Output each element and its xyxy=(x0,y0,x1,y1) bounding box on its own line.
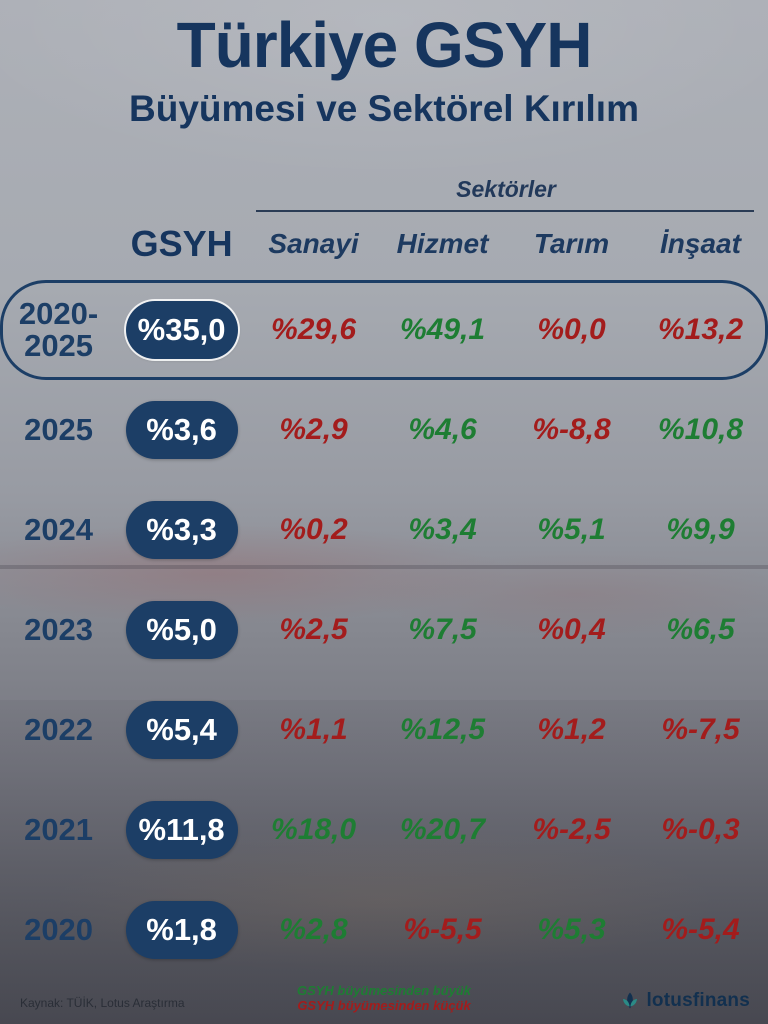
sector-value-tarim: %0,0 xyxy=(537,313,606,346)
lotus-leaf-icon xyxy=(623,992,638,1009)
sector-value-insaat: %13,2 xyxy=(657,313,744,346)
sector-value-tarim: %5,1 xyxy=(537,513,606,546)
page-title: Türkiye GSYH xyxy=(176,9,593,81)
table-row-2025: 2025 %3,6 %2,9 %4,6 %-8,8 %10,8 xyxy=(0,380,768,480)
color-legend: GSYH büyümesinden büyük GSYH büyümesinde… xyxy=(0,983,768,1014)
table-row-2021: 2021 %11,8 %18,0 %20,7 %-2,5 %-0,3 xyxy=(0,780,768,880)
sector-value-hizmet: %4,6 xyxy=(408,413,477,446)
source-note: Kaynak: TÜİK, Lotus Araştırma xyxy=(20,996,185,1010)
sector-value-sanayi: %2,5 xyxy=(279,613,348,646)
table-row-2020: 2020 %1,8 %2,8 %-5,5 %5,3 %-5,4 xyxy=(0,880,768,980)
sector-value-tarim: %0,4 xyxy=(537,613,606,646)
sector-value-sanayi: %18,0 xyxy=(271,813,357,846)
year-label: 2021 xyxy=(24,812,94,848)
sector-value-hizmet: %7,5 xyxy=(408,613,477,646)
brand-logo: lotusfinans xyxy=(620,990,750,1012)
sector-value-hizmet: %-5,5 xyxy=(403,913,482,946)
column-header-sanayi: Sanayi xyxy=(268,228,359,259)
sector-value-insaat: %-7,5 xyxy=(661,713,740,746)
sector-value-tarim: %5,3 xyxy=(537,913,606,946)
sector-value-insaat: %10,8 xyxy=(657,413,744,446)
sector-value-tarim: %1,2 xyxy=(537,713,606,746)
sector-value-tarim: %-8,8 xyxy=(532,413,611,446)
gsyh-value: %5,4 xyxy=(146,712,217,747)
gsyh-badge: %3,3 xyxy=(125,501,238,559)
table-row-2022: 2022 %5,4 %1,1 %12,5 %1,2 %-7,5 xyxy=(0,680,768,780)
year-label: 2022 xyxy=(24,712,94,748)
sector-value-insaat: %6,5 xyxy=(666,613,735,646)
gsyh-value: %5,0 xyxy=(146,612,217,647)
sector-value-hizmet: %3,4 xyxy=(408,513,477,546)
gsyh-badge: %35,0 xyxy=(125,301,238,359)
year-label: 2025 xyxy=(24,412,94,448)
gsyh-badge: %3,6 xyxy=(125,401,238,459)
gsyh-value: %11,8 xyxy=(138,812,225,847)
year-label: 2023 xyxy=(24,612,94,648)
table-header: GSYH Sanayi Hizmet Tarım İnşaat xyxy=(0,218,768,270)
gsyh-badge: %1,8 xyxy=(125,901,238,959)
sector-value-insaat: %-0,3 xyxy=(661,813,740,846)
legend-greater: GSYH büyümesinden büyük xyxy=(296,982,472,998)
table-body: 2020- 2025 %35,0 %29,6 %49,1 %0,0 %13,2 … xyxy=(0,280,768,980)
legend-less: GSYH büyümesinden küçük xyxy=(297,998,471,1014)
table-row-2020-2025: 2020- 2025 %35,0 %29,6 %49,1 %0,0 %13,2 xyxy=(0,280,768,380)
gsyh-value: %3,6 xyxy=(146,412,217,447)
sector-value-insaat: %-5,4 xyxy=(661,913,740,946)
gsyh-badge: %11,8 xyxy=(125,801,238,859)
page-subtitle: Büyümesi ve Sektörel Kırılım xyxy=(129,88,639,129)
year-label: 2024 xyxy=(24,512,94,548)
year-label: 2020- 2025 xyxy=(18,296,99,363)
gsyh-badge: %5,4 xyxy=(125,701,238,759)
sector-value-hizmet: %49,1 xyxy=(400,313,486,346)
column-header-tarim: Tarım xyxy=(533,228,610,259)
sector-value-sanayi: %2,8 xyxy=(279,913,348,946)
sector-group-label: Sektörler xyxy=(456,176,556,202)
sector-value-sanayi: %1,1 xyxy=(279,713,348,746)
column-header-insaat: İnşaat xyxy=(660,228,741,259)
sector-value-sanayi: %0,2 xyxy=(279,513,348,546)
table-row-2024: 2024 %3,3 %0,2 %3,4 %5,1 %9,9 xyxy=(0,480,768,580)
column-header-hizmet: Hizmet xyxy=(396,228,489,259)
column-header-gsyh: GSYH xyxy=(130,223,233,264)
year-label: 2020 xyxy=(24,912,94,948)
sector-value-sanayi: %2,9 xyxy=(279,413,348,446)
sector-value-sanayi: %29,6 xyxy=(271,313,357,346)
gsyh-value: %35,0 xyxy=(137,312,226,347)
table-row-2023: 2023 %5,0 %2,5 %7,5 %0,4 %6,5 xyxy=(0,580,768,680)
brand-name: lotusfinans xyxy=(646,990,750,1011)
sector-value-hizmet: %20,7 xyxy=(400,813,486,846)
sector-value-insaat: %9,9 xyxy=(666,513,735,546)
gsyh-value: %3,3 xyxy=(146,512,217,547)
sector-group-rule xyxy=(256,210,754,212)
gsyh-badge: %5,0 xyxy=(125,601,238,659)
sector-value-tarim: %-2,5 xyxy=(532,813,611,846)
sector-value-hizmet: %12,5 xyxy=(400,713,486,746)
gsyh-value: %1,8 xyxy=(146,912,217,947)
